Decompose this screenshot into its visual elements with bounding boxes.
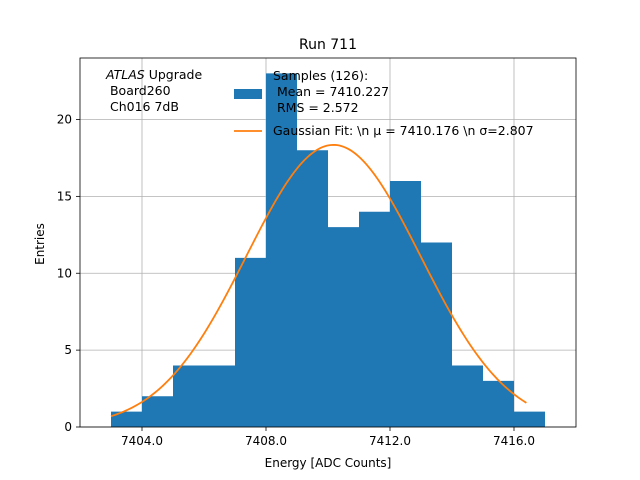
histogram-bar [173, 365, 204, 427]
x-axis-label: Energy [ADC Counts] [265, 456, 392, 470]
atlas-annotation: ATLAS Upgrade Board260 Ch016 7dB [105, 67, 202, 114]
y-axis-label: Entries [33, 223, 47, 265]
x-tick-label: 7412.0 [369, 434, 411, 448]
histogram-bar [297, 150, 328, 427]
histogram-bar [390, 181, 421, 427]
histogram-bar [452, 365, 483, 427]
x-tick-label: 7408.0 [245, 434, 287, 448]
y-tick-label: 5 [64, 343, 72, 357]
y-tick-label: 0 [64, 420, 72, 434]
atlas-annotation-board: Board260 [106, 83, 171, 98]
legend: Samples (126): Mean = 7410.227 RMS = 2.5… [234, 68, 534, 138]
axes-frame [79, 57, 577, 428]
atlas-italic-label: ATLAS [105, 67, 145, 82]
chart-title: Run 711 [299, 37, 357, 53]
axis-ticks: 7404.0 7408.0 7412.0 7416.0 0 5 10 15 20 [57, 113, 535, 449]
legend-samples-line: Samples (126): [273, 68, 368, 83]
atlas-annotation-channel: Ch016 7dB [106, 99, 179, 114]
y-tick-label: 20 [57, 113, 72, 127]
legend-rms-line: RMS = 2.572 [273, 100, 359, 115]
gaussian-fit-curve [110, 143, 527, 418]
histogram-bars [111, 73, 545, 427]
histogram-bar [359, 211, 390, 427]
histogram-bar [266, 73, 297, 427]
histogram-bar [514, 411, 545, 427]
histogram-bar [421, 242, 452, 427]
y-tick-label: 10 [57, 266, 72, 280]
legend-mean-line: Mean = 7410.227 [273, 84, 389, 99]
atlas-upgrade-label: Upgrade [145, 67, 203, 82]
histogram-bar [111, 411, 142, 427]
legend-fit-label: Gaussian Fit: \n μ = 7410.176 \n σ=2.807 [273, 123, 534, 138]
histogram-bar [142, 396, 173, 427]
atlas-annotation-line1: ATLAS Upgrade [105, 67, 202, 82]
y-tick-label: 15 [57, 189, 72, 203]
histogram-bar [235, 257, 266, 427]
x-tick-label: 7416.0 [493, 434, 535, 448]
histogram-bar [328, 227, 359, 427]
x-tick-label: 7404.0 [121, 434, 163, 448]
histogram-bar [204, 365, 235, 427]
histogram-bar [483, 380, 514, 427]
legend-histogram-swatch [234, 89, 262, 99]
